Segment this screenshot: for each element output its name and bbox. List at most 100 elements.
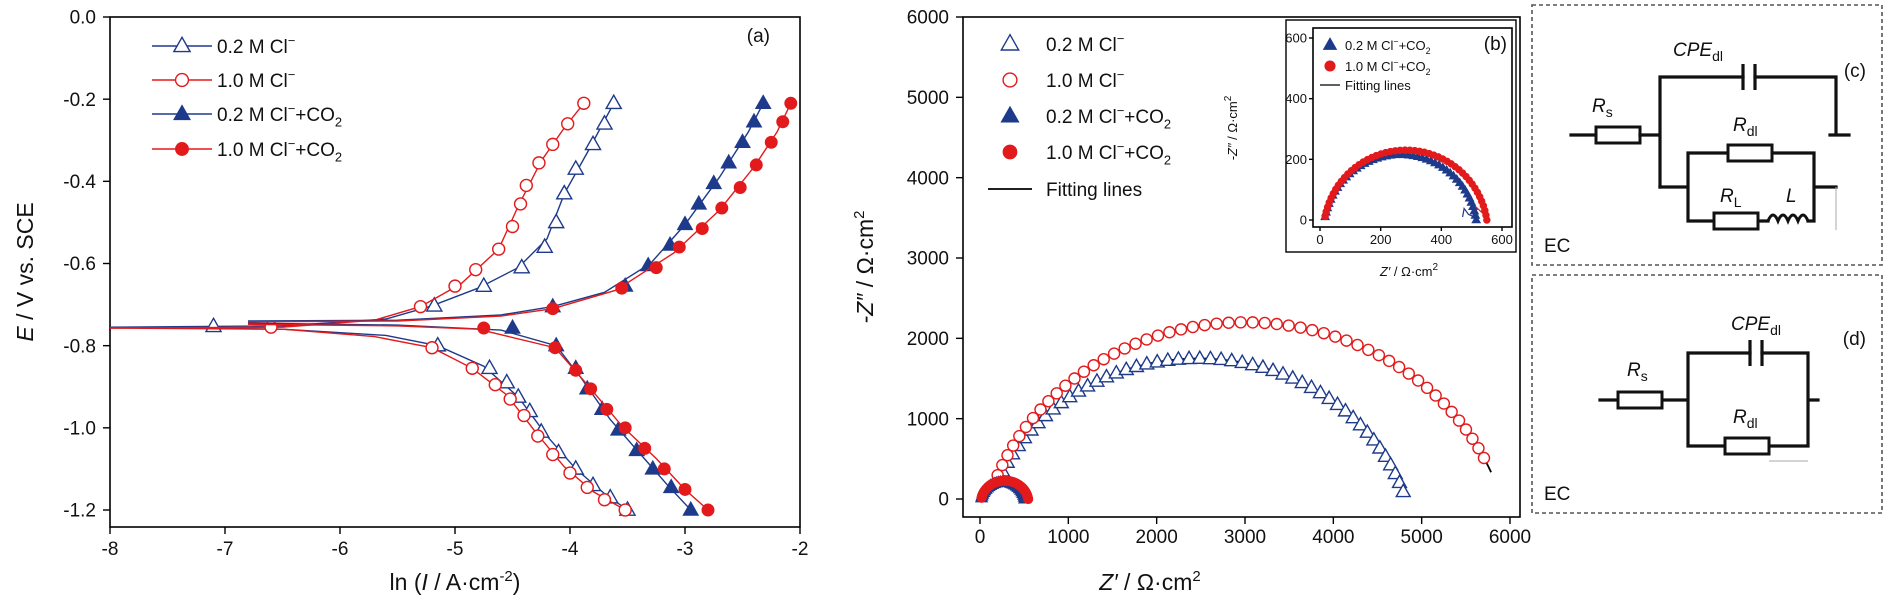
y-tick-label: 2000	[907, 329, 949, 350]
data-point	[1483, 216, 1491, 224]
data-point	[1459, 423, 1473, 436]
data-point	[678, 482, 692, 496]
data-point	[1191, 349, 1208, 365]
data-point	[1337, 402, 1354, 417]
data-point	[662, 478, 680, 494]
y-tick-label: -1.0	[63, 418, 96, 439]
data-point	[1429, 389, 1442, 402]
data-point	[1329, 395, 1346, 411]
data-point	[584, 382, 598, 396]
polarization-chart: -8 -7 -6 -5 -4 -3 -2 0.0 -0.2 -0.4 -0.6 -0.8 -1.0 -1.…	[12, 8, 808, 595]
data-point	[638, 441, 652, 455]
rdl-label-d: Rdl	[1733, 407, 1758, 431]
data-point	[1466, 432, 1479, 445]
series-line	[247, 102, 792, 323]
data-point	[695, 222, 709, 236]
legend-label: 0.2 M Cl−+CO2	[1046, 103, 1171, 132]
data-point	[1129, 337, 1142, 350]
data-point	[475, 276, 493, 292]
y-tick-label: 0	[1300, 213, 1307, 228]
legend-marker	[1000, 33, 1020, 51]
data-point	[1294, 321, 1307, 334]
x-tick-label: 600	[1491, 232, 1513, 247]
legend-marker	[1324, 60, 1336, 72]
data-point	[701, 503, 715, 517]
legend-marker	[174, 72, 190, 88]
data-point	[1234, 353, 1251, 369]
data-point	[715, 201, 729, 215]
legend-marker	[1002, 72, 1018, 88]
nyquist-chart: 0 1000 2000 3000 4000 5000 6000010002000300040…	[851, 8, 1531, 595]
resistor-rs-d	[1616, 390, 1664, 410]
series-line	[247, 322, 692, 511]
data-point	[672, 240, 686, 254]
legend-marker	[1322, 37, 1338, 50]
data-point	[690, 194, 708, 210]
cpe-label-c: CPEdl	[1673, 40, 1723, 64]
panel-label-d: (d)	[1843, 329, 1866, 350]
x-tick-label: 4000	[1312, 527, 1354, 548]
legend-b: 0.2 M Cl− 1.0 M Cl− 0.2 M Cl−+CO2 1.0 M Cl−…	[988, 31, 1171, 201]
series-line	[109, 102, 585, 329]
inductor-l-c	[1766, 213, 1810, 225]
data-point	[618, 503, 632, 517]
data-point	[1059, 379, 1072, 392]
data-point	[535, 237, 554, 253]
data-point	[547, 212, 565, 229]
data-point	[615, 281, 629, 295]
legend-marker	[173, 104, 191, 121]
legend-label: 0.2 M Cl−	[1046, 31, 1124, 56]
data-point	[1329, 330, 1342, 343]
data-point	[1222, 316, 1235, 329]
x-tick-label: -5	[447, 539, 464, 560]
series-4	[976, 475, 1034, 505]
data-point	[513, 197, 528, 211]
data-point	[644, 459, 662, 475]
data-point	[649, 261, 663, 275]
data-point	[1180, 349, 1198, 365]
data-point	[1212, 350, 1230, 366]
tail-line	[1474, 205, 1488, 218]
data-point	[584, 134, 602, 151]
data-point	[1345, 409, 1362, 424]
data-point	[1274, 365, 1292, 380]
resistor-rdl-c	[1726, 143, 1774, 163]
wire	[1598, 351, 1820, 448]
legend-marker	[1002, 144, 1018, 160]
data-point	[1351, 338, 1364, 352]
rl-label-c: RL	[1720, 186, 1742, 210]
x-tick-label: 3000	[1224, 527, 1266, 548]
data-point	[492, 242, 506, 256]
y-tick-label: 0	[938, 490, 949, 511]
legend-label: 1.0 M Cl−+CO2	[1046, 139, 1171, 168]
data-point	[1107, 347, 1121, 360]
y-tick-label: 600	[1285, 31, 1307, 46]
series-1	[989, 349, 1412, 498]
data-point	[604, 93, 623, 110]
x-tick-label: 200	[1370, 232, 1392, 247]
legend-label: 0.2 M Cl−+CO2	[1345, 37, 1431, 56]
rs-label-d: Rs	[1627, 360, 1648, 384]
data-point	[1097, 353, 1110, 366]
data-point	[1477, 451, 1491, 465]
data-point	[1371, 439, 1389, 454]
data-point	[1118, 342, 1131, 355]
x-tick-label: -7	[217, 539, 234, 560]
data-point	[532, 156, 546, 170]
series-line	[247, 102, 764, 322]
data-point	[776, 115, 790, 129]
x-tick-label: 1000	[1047, 527, 1089, 548]
data-point	[1377, 447, 1394, 462]
legend-marker	[172, 35, 192, 53]
data-point	[1395, 482, 1412, 498]
data-point	[657, 462, 671, 476]
data-point	[784, 96, 798, 110]
x-tick-label: -2	[792, 539, 809, 560]
data-point	[425, 341, 439, 355]
x-tick-label: -4	[562, 539, 579, 560]
data-point	[465, 361, 479, 375]
data-point	[488, 378, 502, 392]
plot-frame-b	[962, 16, 1521, 518]
data-point	[1420, 381, 1434, 395]
